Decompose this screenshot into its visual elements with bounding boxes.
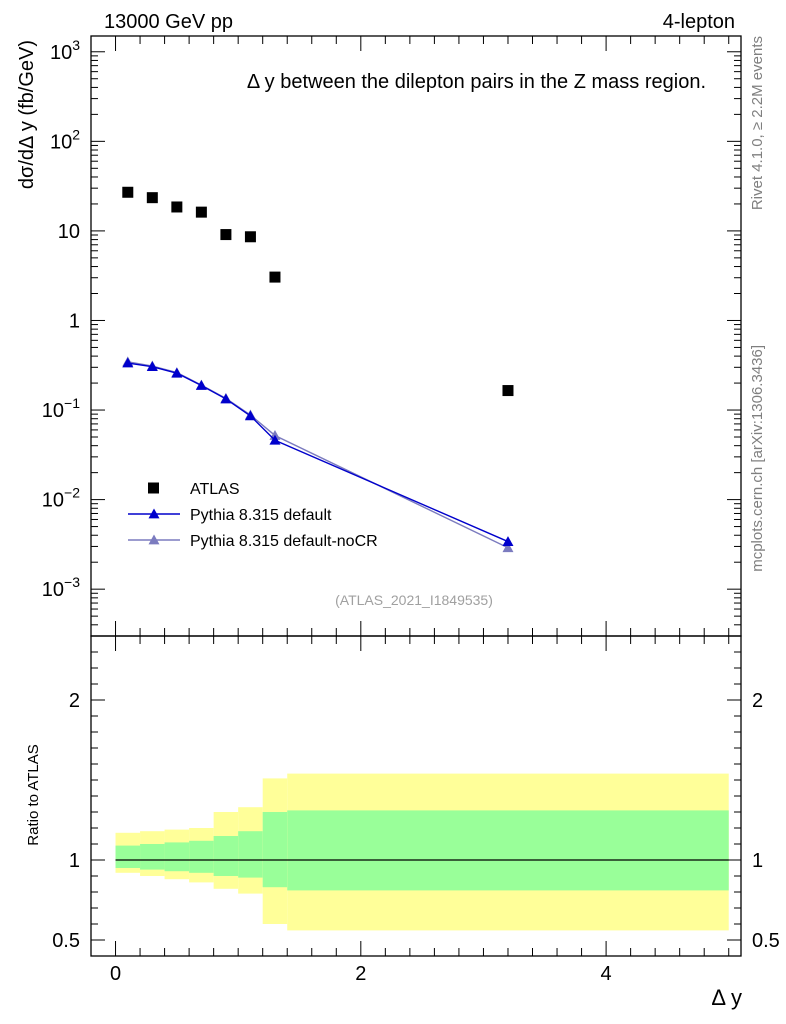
data-point [195, 379, 207, 390]
legend-marker [148, 482, 159, 494]
legend: ATLAS Pythia 8.315 default Pythia 8.315 de… [128, 481, 378, 550]
series-line [127, 362, 509, 543]
data-point [122, 357, 134, 368]
y-tick-label: 10−2 [42, 485, 80, 512]
data-point [244, 410, 256, 421]
y-tick-label: 10−3 [42, 574, 80, 601]
y-tick-label: 10−1 [42, 395, 80, 422]
data-point [244, 231, 256, 243]
x-axis-label: Δ y [711, 985, 742, 1010]
y-tick-label: 103 [50, 37, 80, 64]
data-point [502, 385, 514, 397]
ratio-plot-axes: 0.5 0.5 1 1 2 2 0 2 4 [52, 635, 780, 985]
x-tick-label: 0 [110, 963, 121, 985]
ratio-y-tick-label-right: 0.5 [752, 930, 780, 952]
rivet-version-label: Rivet 4.1.0, ≥ 2.2M events [749, 36, 766, 210]
legend-label: Pythia 8.315 default-noCR [190, 533, 378, 550]
series-atlas [122, 186, 514, 397]
analysis-id: (ATLAS_2021_I1849535) [335, 592, 493, 608]
main-plot-frame [90, 35, 742, 637]
data-point [220, 229, 232, 241]
ratio-stat-band [238, 831, 263, 878]
data-point [171, 367, 183, 378]
data-series-layer [122, 186, 514, 553]
data-point [220, 393, 232, 404]
series-pythia-8-315-default [122, 357, 514, 546]
data-point [122, 186, 134, 198]
ratio-stat-band [287, 810, 729, 891]
ratio-stat-band [189, 840, 214, 873]
ratio-stat-band [262, 812, 288, 888]
data-point [269, 271, 281, 283]
ratio-y-tick-label: 1 [69, 850, 80, 872]
data-point [269, 434, 281, 445]
ratio-stat-band [213, 836, 239, 876]
legend-marker [148, 534, 160, 545]
x-tick-label: 4 [601, 963, 612, 985]
ratio-y-tick-label-right: 1 [752, 850, 763, 872]
plot-title: Δ y between the dilepton pairs in the Z … [247, 71, 706, 93]
header-process-label: 4-lepton [663, 11, 735, 33]
legend-marker [148, 508, 160, 519]
x-tick-label: 2 [355, 963, 366, 985]
legend-label: ATLAS [190, 481, 240, 498]
header-beam-label: 13000 GeV pp [104, 11, 233, 33]
data-point [171, 201, 183, 213]
y-tick-label: 1 [69, 310, 80, 332]
main-plot-axes: 10−3 10−2 10−1 1 10 102 103 [42, 35, 742, 637]
ratio-y-tick-label: 2 [69, 690, 80, 712]
mcplots-label: mcplots.cern.ch [arXiv:1306.3436] [749, 345, 766, 572]
ratio-stat-band [164, 842, 190, 872]
ratio-stat-band [140, 844, 165, 870]
ratio-stat-band [115, 845, 141, 868]
data-point [146, 192, 158, 204]
ratio-y-tick-label-right: 2 [752, 690, 763, 712]
ratio-y-axis-label: Ratio to ATLAS [25, 744, 42, 845]
y-tick-label: 102 [50, 126, 80, 153]
ratio-uncertainty-bands [115, 773, 729, 931]
ratio-y-tick-label: 0.5 [52, 930, 80, 952]
data-point [146, 361, 158, 372]
legend-label: Pythia 8.315 default [190, 507, 332, 524]
data-point [502, 542, 514, 553]
data-point [502, 536, 514, 546]
y-axis-label: dσ/dΔ y (fb/GeV) [16, 40, 38, 189]
y-tick-label: 10 [58, 221, 80, 243]
data-point [195, 206, 207, 218]
